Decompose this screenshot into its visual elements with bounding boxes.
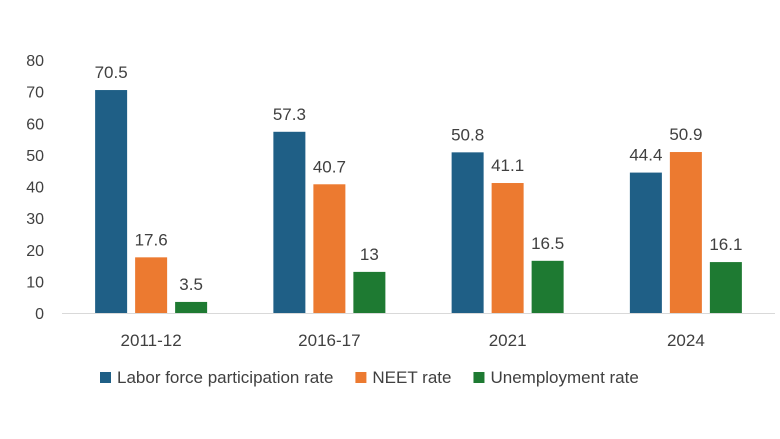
- y-axis-ticks: 0 10 20 30 40 50 60 70 80: [26, 53, 44, 323]
- y-tick-label: 60: [26, 116, 44, 133]
- data-label: 17.6: [135, 230, 168, 249]
- legend-swatch: [473, 372, 485, 383]
- bar-3-2: [353, 271, 386, 313]
- y-tick-label: 0: [35, 306, 44, 323]
- data-label: 57.3: [273, 105, 306, 124]
- legend: Labor force participation rate NEET rate U…: [100, 368, 639, 387]
- legend-swatch: [100, 372, 111, 383]
- data-labels-group: 70.5 17.6 3.5 57.3 40.7 13 50.8 41.1 16.5 44.4 50.…: [95, 63, 743, 294]
- x-category-label: 2016-17: [298, 331, 360, 350]
- data-label: 40.7: [313, 157, 346, 176]
- bar-1-3: [451, 152, 484, 313]
- bar-1-2: [273, 131, 306, 313]
- bar-3-4: [709, 262, 742, 313]
- bar-3-1: [175, 301, 208, 313]
- data-label: 16.1: [709, 235, 742, 254]
- y-tick-label: 80: [26, 53, 44, 70]
- bar-2-2: [313, 184, 346, 313]
- legend-label: NEET rate: [372, 368, 451, 387]
- x-category-label: 2024: [667, 331, 705, 350]
- bar-2-1: [135, 257, 168, 313]
- data-label: 16.5: [531, 234, 564, 253]
- y-tick-label: 10: [26, 274, 44, 291]
- bar-2-4: [669, 152, 702, 313]
- y-tick-label: 70: [26, 85, 44, 102]
- x-category-label: 2011-12: [121, 331, 182, 350]
- data-label: 3.5: [179, 275, 203, 294]
- x-axis-categories: 2011-12 2016-17 2021 2024: [121, 331, 705, 350]
- data-label: 50.9: [669, 125, 702, 144]
- data-label: 41.1: [491, 156, 524, 175]
- y-tick-label: 20: [26, 243, 44, 260]
- bars-group: [95, 90, 742, 313]
- y-tick-label: 40: [26, 180, 44, 197]
- y-tick-label: 50: [26, 148, 44, 165]
- legend-swatch: [355, 372, 367, 383]
- bar-2-3: [491, 183, 524, 313]
- data-label: 70.5: [95, 63, 128, 82]
- bar-1-4: [629, 172, 662, 313]
- data-label: 50.8: [451, 125, 484, 144]
- data-label: 13: [360, 245, 379, 264]
- legend-label: Labor force participation rate: [117, 368, 333, 387]
- x-category-label: 2021: [489, 331, 527, 350]
- bar-1-1: [95, 90, 128, 313]
- legend-label: Unemployment rate: [490, 368, 638, 387]
- data-label: 44.4: [629, 146, 662, 165]
- bar-3-3: [531, 260, 564, 313]
- y-tick-label: 30: [26, 211, 44, 228]
